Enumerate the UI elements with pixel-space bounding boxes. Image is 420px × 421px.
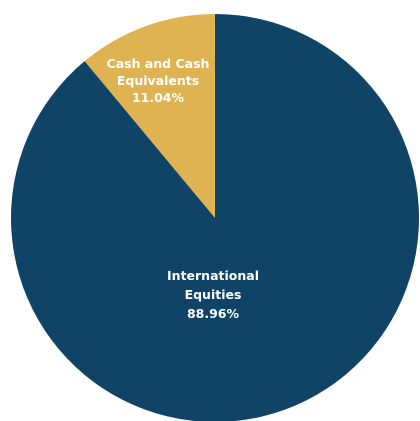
slice-label-equities-line-1: International [167, 268, 259, 283]
pie-slice-cash-and-cash-equivalents [84, 14, 216, 218]
slice-value-equities: 88.96% [187, 306, 240, 321]
pie-slice-international-equities [11, 14, 419, 421]
slice-label-cash-line-1: Cash and Cash [107, 56, 210, 71]
pie-slices [11, 14, 419, 421]
slice-label-cash: Cash and Cash Equivalents 11.04% [107, 56, 210, 105]
slice-label-international-equities: International Equities 88.96% [167, 268, 259, 321]
slice-label-equities-line-2: Equities [185, 287, 242, 302]
slice-value-cash: 11.04% [132, 90, 185, 105]
slice-label-cash-line-2: Equivalents [117, 73, 199, 88]
